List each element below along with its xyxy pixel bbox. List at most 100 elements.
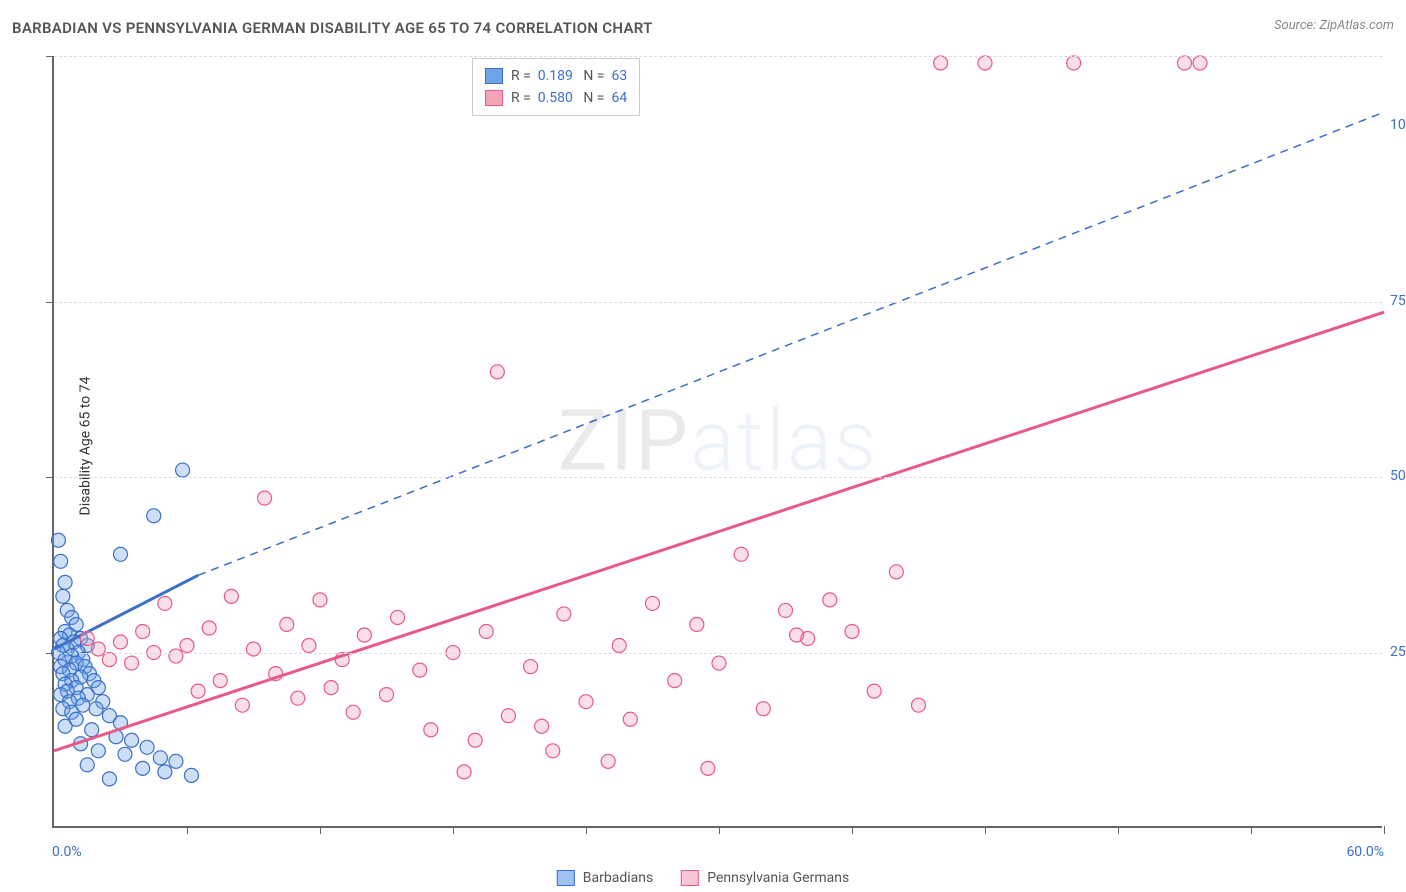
data-point xyxy=(701,761,715,775)
data-point xyxy=(302,639,316,653)
data-point xyxy=(889,565,903,579)
legend-stats: R = 0.580 N = 64 xyxy=(511,87,627,109)
data-point xyxy=(247,642,261,656)
legend-row: R = 0.580 N = 64 xyxy=(485,87,627,109)
data-point xyxy=(324,681,338,695)
data-point xyxy=(468,733,482,747)
legend-swatch xyxy=(681,870,699,886)
x-tick xyxy=(320,826,321,834)
data-point xyxy=(118,747,132,761)
x-axis-min-label: 0.0% xyxy=(52,844,82,860)
data-point xyxy=(867,684,881,698)
chart-title: BARBADIAN VS PENNSYLVANIA GERMAN DISABIL… xyxy=(12,19,653,37)
data-point xyxy=(601,754,615,768)
data-point xyxy=(424,723,438,737)
y-tick xyxy=(46,302,54,303)
data-point xyxy=(479,624,493,638)
correlation-legend: R = 0.189 N = 63R = 0.580 N = 64 xyxy=(472,58,640,116)
data-point xyxy=(1178,56,1192,70)
x-tick xyxy=(187,826,188,834)
data-point xyxy=(823,593,837,607)
gridline xyxy=(54,653,1382,654)
data-point xyxy=(978,56,992,70)
gridline xyxy=(54,477,1382,478)
data-point xyxy=(58,575,72,589)
data-point xyxy=(623,712,637,726)
y-tick-label: 25.0% xyxy=(1390,644,1406,660)
x-tick xyxy=(1118,826,1119,834)
trend-line-extrapolated xyxy=(198,112,1384,575)
x-tick xyxy=(719,826,720,834)
data-point xyxy=(91,744,105,758)
legend-item: Barbadians xyxy=(557,870,653,886)
x-axis-max-label: 60.0% xyxy=(1346,844,1384,860)
x-tick xyxy=(852,826,853,834)
trend-line xyxy=(54,312,1384,751)
data-point xyxy=(734,547,748,561)
data-point xyxy=(224,589,238,603)
data-point xyxy=(501,709,515,723)
header: BARBADIAN VS PENNSYLVANIA GERMAN DISABIL… xyxy=(12,18,1394,42)
data-point xyxy=(357,628,371,642)
legend-swatch xyxy=(557,870,575,886)
data-point xyxy=(56,589,70,603)
y-tick-label: 100.0% xyxy=(1390,117,1406,133)
data-point xyxy=(579,695,593,709)
data-point xyxy=(524,660,538,674)
data-point xyxy=(80,632,94,646)
y-tick xyxy=(46,56,54,57)
legend-row: R = 0.189 N = 63 xyxy=(485,65,627,87)
data-point xyxy=(136,761,150,775)
data-point xyxy=(102,772,116,786)
legend-stats: R = 0.189 N = 63 xyxy=(511,65,627,87)
data-point xyxy=(158,765,172,779)
x-tick xyxy=(985,826,986,834)
data-point xyxy=(690,617,704,631)
legend-label: Barbadians xyxy=(583,870,653,886)
data-point xyxy=(91,642,105,656)
gridline xyxy=(54,302,1382,303)
data-point xyxy=(845,624,859,638)
data-point xyxy=(191,684,205,698)
data-point xyxy=(176,463,190,477)
data-point xyxy=(380,688,394,702)
data-point xyxy=(54,554,68,568)
series-legend: Barbadians Pennsylvania Germans xyxy=(557,870,849,886)
data-point xyxy=(58,719,72,733)
data-point xyxy=(85,723,99,737)
data-point xyxy=(147,509,161,523)
data-point xyxy=(535,719,549,733)
data-point xyxy=(158,596,172,610)
x-tick xyxy=(586,826,587,834)
data-point xyxy=(291,691,305,705)
legend-label: Pennsylvania Germans xyxy=(707,870,849,886)
y-tick xyxy=(46,653,54,654)
legend-swatch xyxy=(485,68,503,84)
data-point xyxy=(258,491,272,505)
data-point xyxy=(346,705,360,719)
data-point xyxy=(184,768,198,782)
scatter-plot-svg xyxy=(54,56,1382,826)
data-point xyxy=(140,740,154,754)
x-tick xyxy=(1384,826,1385,834)
data-point xyxy=(202,621,216,635)
data-point xyxy=(235,698,249,712)
data-point xyxy=(313,593,327,607)
source-attribution: Source: ZipAtlas.com xyxy=(1274,18,1394,33)
x-tick xyxy=(1251,826,1252,834)
data-point xyxy=(612,639,626,653)
data-point xyxy=(934,56,948,70)
data-point xyxy=(391,610,405,624)
data-point xyxy=(712,656,726,670)
gridline xyxy=(54,56,1382,57)
legend-item: Pennsylvania Germans xyxy=(681,870,849,886)
data-point xyxy=(756,702,770,716)
data-point xyxy=(1193,56,1207,70)
data-point xyxy=(1067,56,1081,70)
data-point xyxy=(180,639,194,653)
data-point xyxy=(102,653,116,667)
data-point xyxy=(169,649,183,663)
data-point xyxy=(546,744,560,758)
data-point xyxy=(114,635,128,649)
data-point xyxy=(80,758,94,772)
